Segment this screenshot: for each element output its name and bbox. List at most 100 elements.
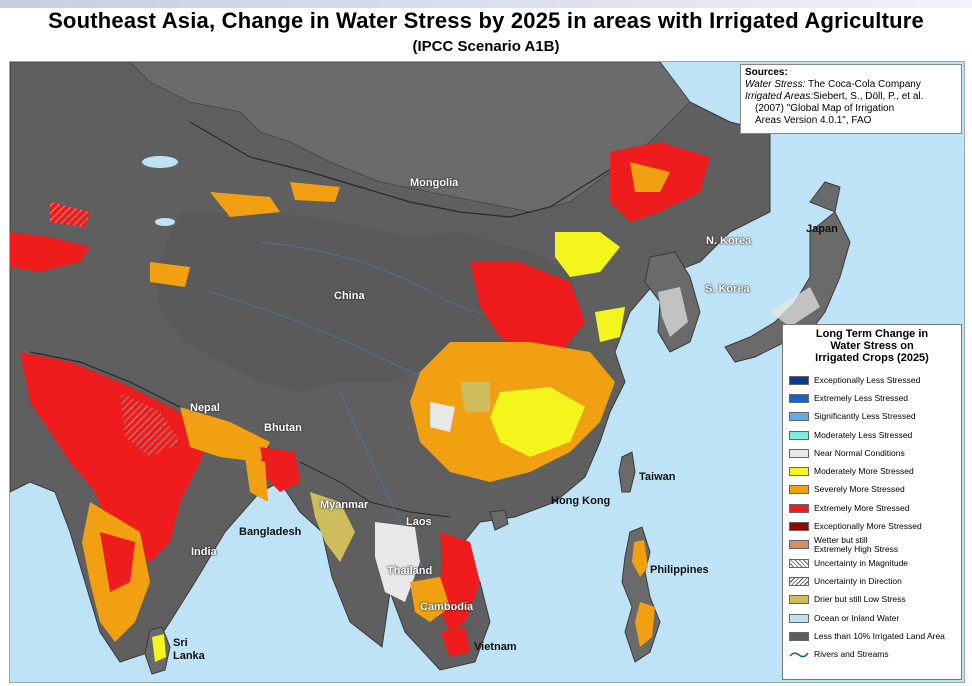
water-stress-map[interactable]: Mongolia China N. Korea S. Korea Japan N… (9, 61, 965, 683)
label-laos: Laos (406, 516, 432, 528)
legend-item: Uncertainty in Direction (789, 572, 961, 590)
legend-item: Exceptionally More Stressed (789, 517, 961, 535)
stress-w-china-2 (290, 182, 340, 202)
legend-title: Long Term Change in Water Stress on Irri… (815, 328, 929, 364)
legend-item: Near Normal Conditions (789, 444, 961, 462)
stress-ncp-yellow (555, 232, 620, 277)
label-taiwan: Taiwan (639, 471, 676, 483)
stress-cambodia (410, 577, 450, 622)
legend-item: Extremely More Stressed (789, 499, 961, 517)
sources-irrigated-3: Areas Version 4.0.1", FAO (755, 115, 872, 126)
stress-india-south-red (100, 532, 135, 592)
map-legend: Long Term Change in Water Stress on Irri… (782, 324, 962, 680)
stress-west-red (10, 232, 90, 272)
label-bangladesh: Bangladesh (239, 526, 302, 538)
label-lanka: Lanka (173, 650, 205, 662)
stress-ganges-orange (180, 407, 270, 462)
lake-balkhash (142, 156, 178, 168)
legend-swatch (789, 540, 809, 550)
stress-s-china-normal (430, 402, 455, 432)
legend-swatch (789, 503, 809, 513)
legend-label: Exceptionally More Stressed (814, 521, 922, 532)
legend-swatch (789, 522, 809, 532)
legend-swatch (789, 412, 809, 422)
legend-label: Severely More Stressed (814, 484, 905, 495)
legend-swatch (789, 576, 809, 586)
legend-item: Moderately Less Stressed (789, 426, 961, 444)
legend-swatch (789, 650, 809, 659)
stress-japan (770, 287, 820, 327)
label-philippines: Philippines (650, 564, 709, 576)
legend-swatch (789, 595, 809, 605)
sources-heading: Sources: (745, 67, 788, 78)
legend-item: Extremely Less Stressed (789, 389, 961, 407)
label-india: India (191, 546, 217, 558)
lake-issyk (155, 218, 175, 226)
label-china: China (334, 290, 365, 302)
border-indochina (299, 461, 451, 518)
legend-label: Uncertainty in Magnitude (814, 557, 909, 568)
stress-ncp-yellow-2 (595, 307, 625, 342)
label-nepal: Nepal (190, 402, 220, 414)
legend-swatch (789, 393, 809, 403)
legend-item: Uncertainty in Magnitude (789, 554, 961, 572)
label-n-korea: N. Korea (706, 235, 752, 247)
top-gradient-bar (0, 0, 972, 8)
landmass-japan-north (809, 181, 841, 213)
legend-item: Significantly Less Stressed (789, 408, 961, 426)
legend-item: Wetter but still Extremely High Stress (789, 534, 961, 554)
label-s-korea: S. Korea (705, 283, 750, 295)
legend-swatch (789, 631, 809, 641)
stress-s-china-yellow (490, 387, 585, 457)
label-mongolia: Mongolia (410, 177, 459, 189)
label-bhutan: Bhutan (264, 422, 302, 434)
legend-label: Uncertainty in Direction (814, 575, 902, 586)
legend-label: Wetter but still Extremely High Stress (814, 534, 899, 554)
sources-irrigated-2: (2007) "Global Map of Irrigation (755, 103, 895, 114)
stress-west-hatch (50, 202, 90, 227)
legend-item: Ocean or Inland Water (789, 609, 961, 627)
stress-india-hatch (120, 392, 180, 457)
landmass-north (129, 62, 691, 213)
map-subtitle: (IPCC Scenario A1B) (412, 38, 560, 55)
legend-label: Exceptionally Less Stressed (814, 374, 921, 385)
legend-label: Drier but still Low Stress (814, 594, 906, 605)
legend-item: Rivers and Streams (789, 645, 961, 663)
stress-ne-china-orange (630, 162, 670, 192)
legend-swatch (789, 613, 809, 623)
legend-label: Moderately Less Stressed (814, 429, 913, 440)
legend-label: Extremely Less Stressed (814, 392, 909, 403)
legend-items: Exceptionally Less Stressed Extremely Les… (789, 371, 961, 664)
legend-label: Moderately More Stressed (814, 466, 914, 477)
label-hong-kong: Hong Kong (551, 495, 611, 507)
border-mongolia (189, 121, 631, 218)
stress-philippines (632, 540, 648, 577)
stress-s-china-drier (460, 382, 490, 412)
stress-mekong-delta (440, 627, 470, 657)
legend-label: Extremely More Stressed (814, 502, 910, 513)
stress-myanmar (310, 492, 355, 562)
legend-swatch (789, 375, 809, 385)
stress-w-china-1 (210, 192, 280, 217)
legend-label: Significantly Less Stressed (814, 411, 916, 422)
legend-swatch (789, 467, 809, 477)
legend-item: Severely More Stressed (789, 481, 961, 499)
label-thailand: Thailand (387, 565, 433, 577)
landmass-taiwan (618, 451, 636, 493)
legend-label: Rivers and Streams (814, 649, 889, 660)
sources-irrigated: Irrigated Areas:Siebert, S., Döll, P., e… (745, 91, 924, 102)
stress-w-china-3 (150, 262, 190, 287)
stress-korea (658, 287, 688, 337)
stress-ncp-red (470, 262, 585, 352)
stress-sri-lanka (152, 634, 166, 662)
label-myanmar: Myanmar (320, 499, 369, 511)
stress-bangladesh-orange (245, 457, 268, 502)
map-canvas (10, 62, 851, 675)
label-cambodia: Cambodia (420, 601, 474, 613)
map-title: Southeast Asia, Change in Water Stress b… (48, 8, 924, 33)
sources-water-stress: Water Stress: The Coca-Cola Company (745, 79, 921, 90)
landmass-hainan (489, 509, 509, 531)
stress-thailand (375, 522, 420, 602)
legend-swatch (789, 448, 809, 458)
legend-item: Drier but still Low Stress (789, 591, 961, 609)
